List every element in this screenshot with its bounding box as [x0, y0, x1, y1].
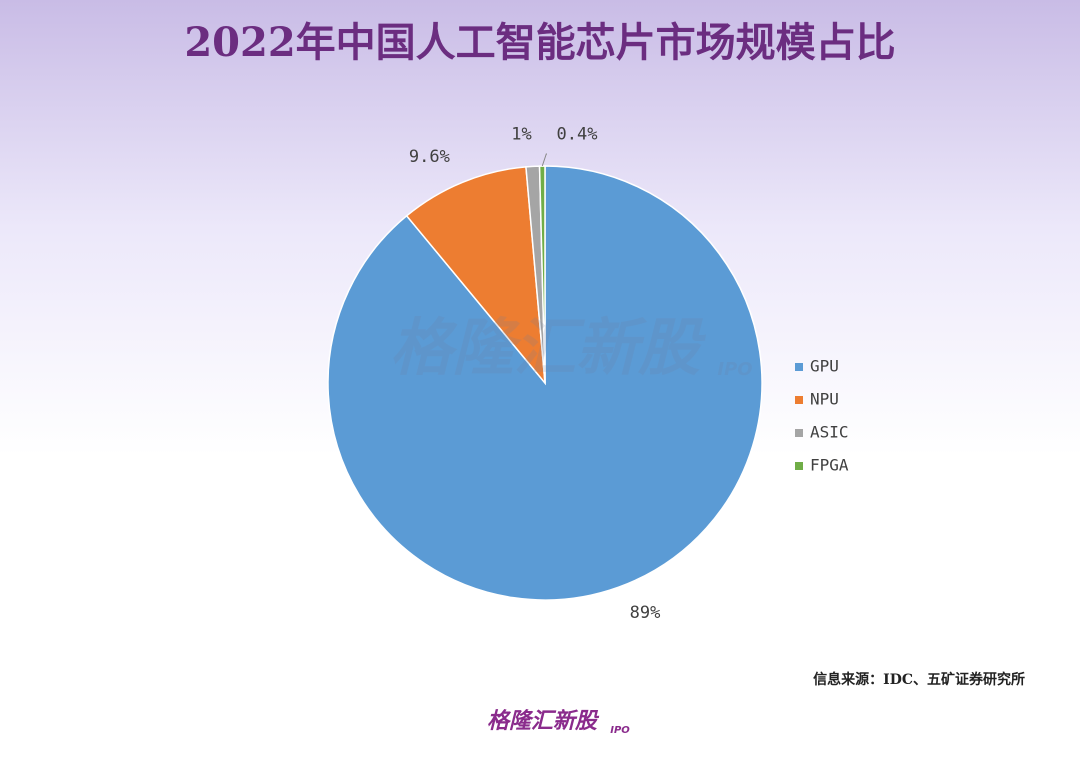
- data-label: 9.6%: [409, 147, 450, 167]
- legend-swatch: [795, 363, 803, 371]
- logo-tag: IPO: [610, 725, 630, 736]
- logo: 格隆汇新股: [487, 708, 600, 734]
- data-label: 0.4%: [557, 124, 598, 144]
- legend-label: NPU: [810, 390, 839, 409]
- legend-label: ASIC: [810, 423, 849, 442]
- data-label: 1%: [511, 125, 531, 145]
- watermark: 格隆汇新股: [390, 311, 707, 384]
- legend-label: GPU: [810, 357, 839, 376]
- legend-swatch: [795, 429, 803, 437]
- leader-line: [541, 153, 547, 167]
- pie: [327, 165, 763, 601]
- pie-slice: [405, 166, 546, 386]
- pie-slice: [538, 165, 546, 384]
- legend-swatch: [795, 396, 803, 404]
- chart-title: 2022年中国人工智能芯片市场规模占比: [184, 19, 895, 66]
- legend-label: FPGA: [810, 456, 849, 475]
- watermark-tag: IPO: [717, 359, 752, 380]
- source-note: 信息来源：IDC、五矿证券研究所: [813, 671, 1025, 688]
- legend-swatch: [795, 462, 803, 470]
- data-label: 89%: [630, 603, 661, 623]
